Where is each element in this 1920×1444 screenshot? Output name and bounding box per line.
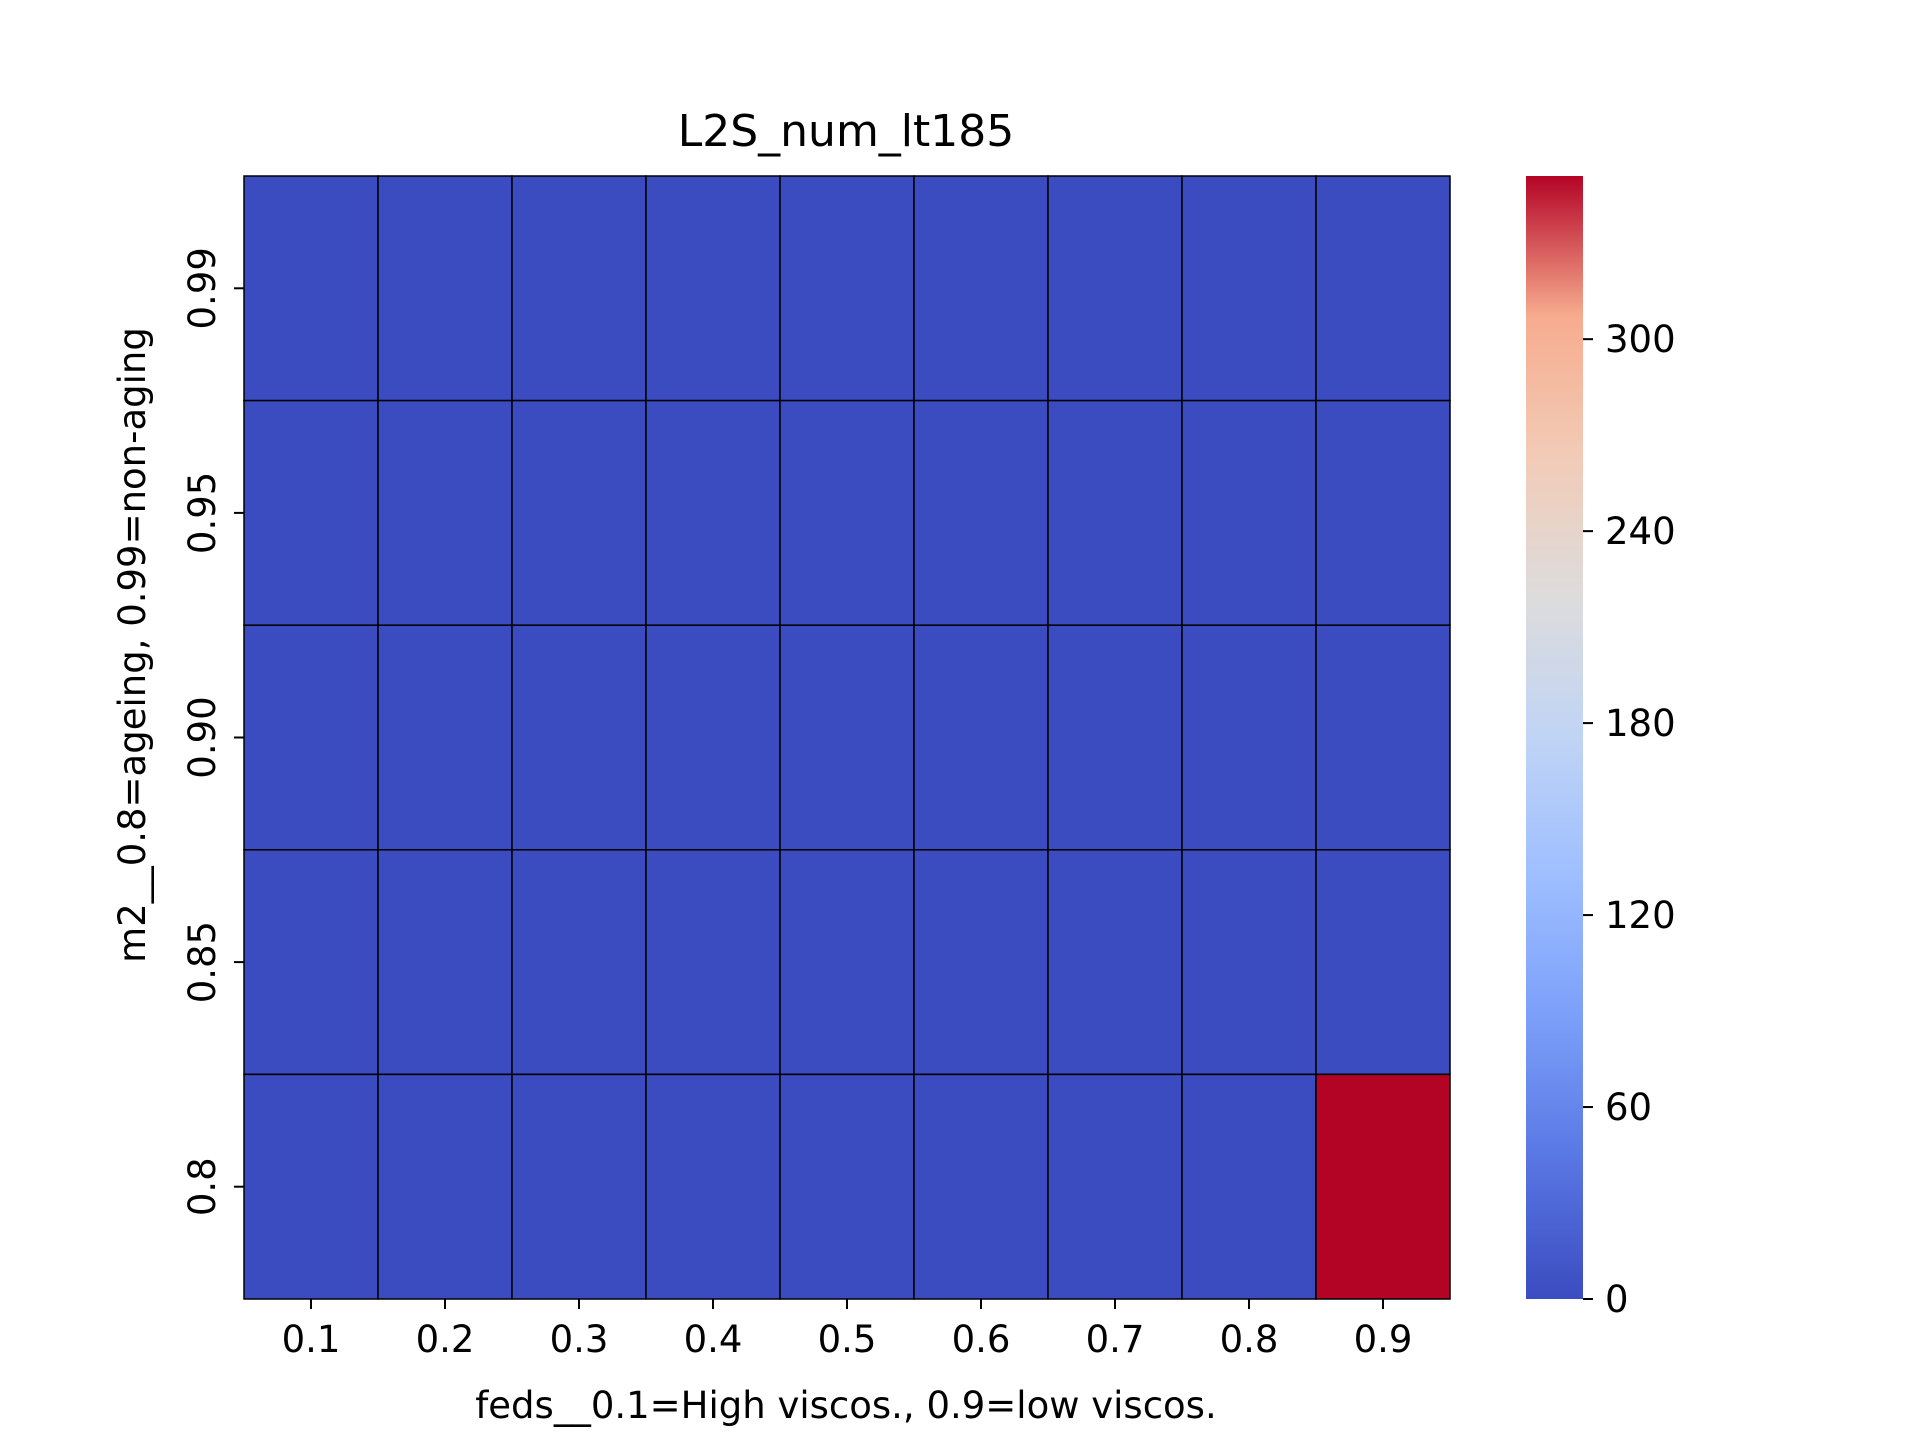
heatmap-cell (779, 624, 915, 851)
heatmap-cell (779, 399, 915, 626)
y-tick-label: 0.8 (181, 1157, 224, 1216)
heatmap-cell (913, 175, 1049, 402)
colorbar-tick-label: 60 (1605, 1086, 1652, 1129)
colorbar-tick-label: 120 (1605, 894, 1676, 937)
heatmap-cell (645, 175, 781, 402)
y-axis-ticks: 0.99 0.95 0.90 0.85 0.8 (181, 247, 244, 1216)
heatmap-cell (913, 399, 1049, 626)
y-axis-label: m2__0.8=ageing, 0.99=non-aging (111, 327, 154, 963)
heatmap-cells (243, 175, 1451, 1300)
heatmap-cell (511, 399, 647, 626)
x-tick-label: 0.1 (282, 1318, 341, 1361)
heatmap-cell (779, 175, 915, 402)
heatmap-cell (1181, 624, 1317, 851)
colorbar-tick-label: 180 (1605, 702, 1676, 745)
x-tick-label: 0.5 (818, 1318, 877, 1361)
heatmap-cell (1047, 1073, 1183, 1300)
colorbar-tick-label: 300 (1605, 318, 1676, 361)
x-tick-label: 0.4 (684, 1318, 743, 1361)
chart-title: L2S_num_lt185 (678, 106, 1015, 157)
heatmap-cell (243, 1073, 379, 1300)
x-tick-label: 0.8 (1220, 1318, 1279, 1361)
heatmap-cell (645, 624, 781, 851)
heatmap-cell (1315, 175, 1451, 402)
heatmap-cell (377, 175, 513, 402)
heatmap-cell (511, 175, 647, 402)
colorbar (1526, 176, 1583, 1299)
x-tick-label: 0.7 (1086, 1318, 1145, 1361)
y-tick-label: 0.90 (181, 696, 224, 778)
heatmap-cell (1181, 849, 1317, 1076)
x-tick-label: 0.3 (550, 1318, 609, 1361)
heatmap-cell (377, 399, 513, 626)
heatmap-cell (779, 1073, 915, 1300)
colorbar-tick-label: 0 (1605, 1278, 1629, 1321)
heatmap-cell (377, 624, 513, 851)
heatmap-cell (913, 849, 1049, 1076)
heatmap-cell (1047, 399, 1183, 626)
heatmap-cell (243, 849, 379, 1076)
heatmap-cell (243, 399, 379, 626)
heatmap-cell (645, 399, 781, 626)
heatmap-cell (243, 175, 379, 402)
x-tick-label: 0.6 (952, 1318, 1011, 1361)
x-tick-label: 0.2 (416, 1318, 475, 1361)
heatmap-cell (913, 624, 1049, 851)
x-axis-ticks: 0.1 0.2 0.3 0.4 0.5 0.6 0.7 0.8 0.9 (282, 1299, 1413, 1361)
heatmap-cell (377, 1073, 513, 1300)
x-axis-label: feds__0.1=High viscos., 0.9=low viscos. (475, 1384, 1216, 1427)
heatmap-cell (1047, 175, 1183, 402)
heatmap-cell (1181, 175, 1317, 402)
heatmap-cell (1181, 399, 1317, 626)
heatmap-cell (243, 624, 379, 851)
colorbar-ticks: 0 60 120 180 240 300 (1583, 318, 1676, 1321)
heatmap-cell (1047, 624, 1183, 851)
heatmap-cell (645, 849, 781, 1076)
heatmap-cell (1315, 1073, 1451, 1300)
x-tick-label: 0.9 (1354, 1318, 1413, 1361)
y-tick-label: 0.99 (181, 247, 224, 329)
heatmap-cell (779, 849, 915, 1076)
heatmap-cell (1181, 1073, 1317, 1300)
y-tick-label: 0.95 (181, 472, 224, 554)
heatmap-cell (511, 624, 647, 851)
heatmap-cell (1315, 849, 1451, 1076)
heatmap-cell (1047, 849, 1183, 1076)
heatmap-cell (913, 1073, 1049, 1300)
heatmap-cell (377, 849, 513, 1076)
heatmap-cell (645, 1073, 781, 1300)
heatmap-cell (511, 1073, 647, 1300)
heatmap-cell (511, 849, 647, 1076)
heatmap-cell (1315, 399, 1451, 626)
y-tick-label: 0.85 (181, 921, 224, 1003)
colorbar-tick-label: 240 (1605, 510, 1676, 553)
heatmap-cell (1315, 624, 1451, 851)
